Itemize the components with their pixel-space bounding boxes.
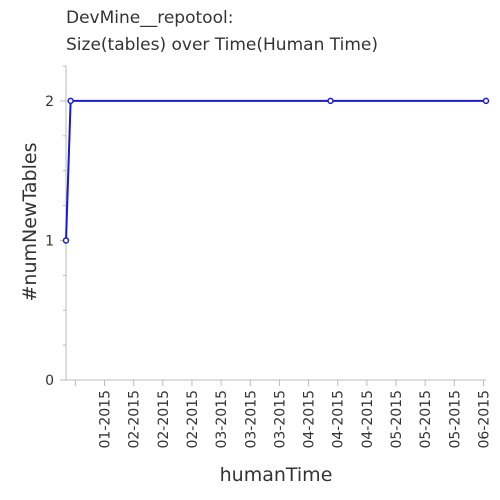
x-tick-label: 05-2015 bbox=[447, 390, 463, 449]
axes bbox=[65, 66, 486, 381]
x-tick-label: 02-2015 bbox=[185, 390, 201, 449]
data-point bbox=[327, 97, 334, 105]
data-point bbox=[482, 97, 490, 105]
y-tick-label: 1 bbox=[45, 233, 54, 249]
x-tick-label: 04-2015 bbox=[302, 390, 318, 449]
data-series bbox=[62, 97, 490, 244]
x-tick-label: 03-2015 bbox=[243, 390, 259, 449]
chart-title-line-1: DevMine__repotool: bbox=[66, 8, 233, 28]
x-ticks: 01-2015 02-2015 02-2015 02-2015 03-2015 03-20… bbox=[74, 380, 493, 449]
chart-title-line-2: Size(tables) over Time(Human Time) bbox=[66, 35, 378, 55]
x-tick-label: 06-2015 bbox=[477, 390, 493, 449]
y-tick-label: 2 bbox=[45, 94, 54, 110]
x-tick-label: 04-2015 bbox=[360, 390, 376, 449]
y-tick-label: 0 bbox=[45, 373, 54, 389]
x-tick-label: 05-2015 bbox=[418, 390, 434, 449]
data-point bbox=[67, 97, 74, 105]
x-axis-label: humanTime bbox=[220, 464, 333, 486]
x-tick-label: 02-2015 bbox=[127, 390, 143, 449]
data-point bbox=[62, 237, 70, 244]
y-axis-label: #numNewTables bbox=[19, 143, 41, 302]
x-tick-label: 01-2015 bbox=[98, 390, 114, 449]
y-ticks: 0 1 2 bbox=[45, 65, 66, 389]
x-tick-label: 02-2015 bbox=[156, 390, 172, 449]
series-line bbox=[65, 99, 486, 241]
x-tick-label: 04-2015 bbox=[331, 390, 347, 449]
x-tick-label: 05-2015 bbox=[389, 390, 405, 449]
x-tick-label: 03-2015 bbox=[272, 390, 288, 449]
x-tick-label: 03-2015 bbox=[214, 390, 230, 449]
chart-title: DevMine__repotool: Size(tables) over Tim… bbox=[66, 8, 378, 55]
